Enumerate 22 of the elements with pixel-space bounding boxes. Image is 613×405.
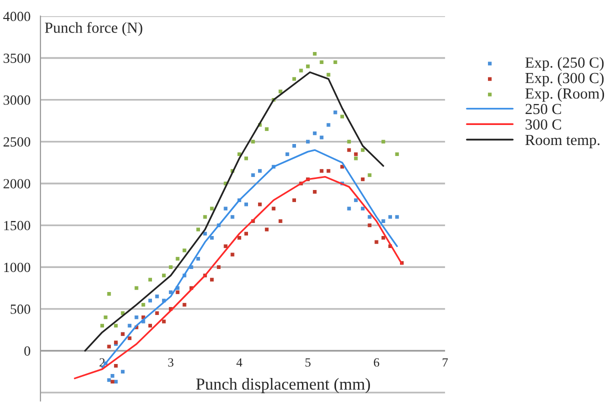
y-tick-label: 1500 bbox=[4, 220, 30, 230]
x-tick-label: 7 bbox=[442, 358, 448, 367]
x-axis-title: Punch displacement (mm) bbox=[196, 378, 370, 394]
legend-label: 300 C bbox=[526, 119, 562, 130]
legend-label: Room temp. bbox=[525, 134, 600, 148]
legend-label: Exp. (250 C) bbox=[525, 56, 604, 71]
y-axis-title: Punch force (N) bbox=[44, 22, 142, 36]
y-tick-label: 3000 bbox=[4, 95, 30, 105]
x-tick-label: 3 bbox=[168, 358, 174, 367]
x-tick-label: 6 bbox=[374, 358, 380, 367]
y-tick-label: 1000 bbox=[4, 262, 30, 272]
y-tick-label: 3500 bbox=[4, 54, 30, 63]
y-tick-label: 0 bbox=[24, 346, 30, 356]
y-tick-label: 2000 bbox=[4, 179, 30, 188]
legend-label: Exp. (Room) bbox=[525, 88, 604, 102]
y-tick-label: 500 bbox=[10, 304, 30, 314]
legend-label: Exp. (300 C) bbox=[525, 72, 604, 86]
legend-label: 250 C bbox=[526, 104, 562, 114]
y-tick-label: 4000 bbox=[3, 12, 30, 22]
x-tick-label: 5 bbox=[305, 358, 311, 367]
y-tick-label: 2500 bbox=[4, 137, 30, 147]
x-tick-label: 4 bbox=[236, 358, 242, 367]
